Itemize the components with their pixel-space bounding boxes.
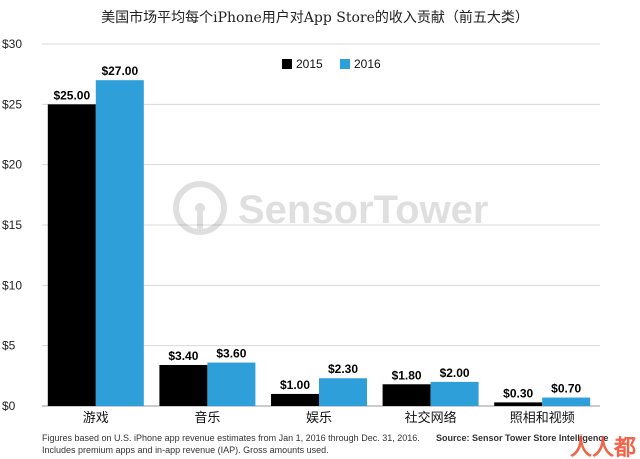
x-tick-label: 照相和视频: [510, 411, 575, 426]
x-tick-label: 社交网络: [405, 410, 457, 426]
legend-swatch-2015: [282, 59, 292, 69]
bar-value-label: $3.40: [168, 349, 198, 363]
legend: 2015 2016: [282, 57, 381, 71]
legend-label: 2016: [354, 57, 381, 71]
bar-2016: [542, 397, 591, 406]
bar-value-label: $0.30: [503, 386, 533, 400]
x-tick-label: 娱乐: [306, 411, 332, 426]
watermark-logo-dot: [195, 203, 205, 213]
bar-value-label: $2.00: [440, 366, 470, 380]
bar-value-label: $27.00: [101, 64, 138, 78]
bar-value-labels: $25.00 $27.00 $3.40 $3.60 $1.00 $2.30 $1.80 $2.…: [53, 64, 581, 400]
bar-2015: [159, 364, 208, 406]
y-tick-label: $10: [2, 278, 22, 292]
bar-value-label: $25.00: [53, 88, 90, 102]
y-axis: $0 $5 $10 $15 $20 $25 $30: [2, 37, 22, 413]
bar-value-label: $2.30: [328, 362, 358, 376]
y-tick-label: $25: [2, 97, 22, 111]
bar-2016: [319, 378, 367, 406]
bar-2015: [494, 402, 543, 406]
bar-value-label: $3.60: [216, 347, 246, 361]
x-axis: 游戏 音乐 娱乐 社交网络 照相和视频: [83, 410, 575, 426]
bars: [47, 80, 591, 406]
bar-value-label: $1.80: [392, 368, 422, 382]
chart-title: 美国市场平均每个iPhone用户对App Store的收入贡献（前五大类）: [101, 9, 529, 26]
y-tick-label: $30: [2, 37, 22, 51]
y-tick-label: $20: [2, 158, 22, 172]
x-tick-label: 游戏: [83, 411, 109, 426]
watermark-text: SensorTower: [238, 188, 488, 232]
bar-2015: [382, 384, 431, 406]
watermark: SensorTower: [173, 181, 488, 235]
x-tick-label: 音乐: [194, 410, 220, 426]
bar-2015: [47, 104, 96, 406]
legend-label: 2015: [296, 57, 323, 71]
footnote-line-2: Includes premium apps and in-app revenue…: [42, 445, 329, 455]
watermark-logo-stem: [197, 212, 203, 234]
bar-2016: [430, 381, 479, 406]
y-tick-label: $15: [2, 218, 22, 232]
legend-swatch-2016: [340, 59, 350, 69]
bar-2016: [207, 362, 256, 406]
y-tick-label: $0: [2, 399, 16, 413]
bar-value-label: $1.00: [280, 378, 310, 392]
bar-2015: [271, 393, 319, 406]
corner-logo: 人人都: [570, 436, 636, 459]
y-tick-label: $5: [2, 339, 16, 353]
source-note: Source: Sensor Tower Store Intelligence: [436, 433, 608, 443]
bar-value-label: $0.70: [551, 382, 581, 396]
watermark-logo-icon: [173, 181, 227, 235]
bar-2016: [95, 80, 144, 406]
footnote-line-1: Figures based on U.S. iPhone app revenue…: [42, 433, 420, 443]
